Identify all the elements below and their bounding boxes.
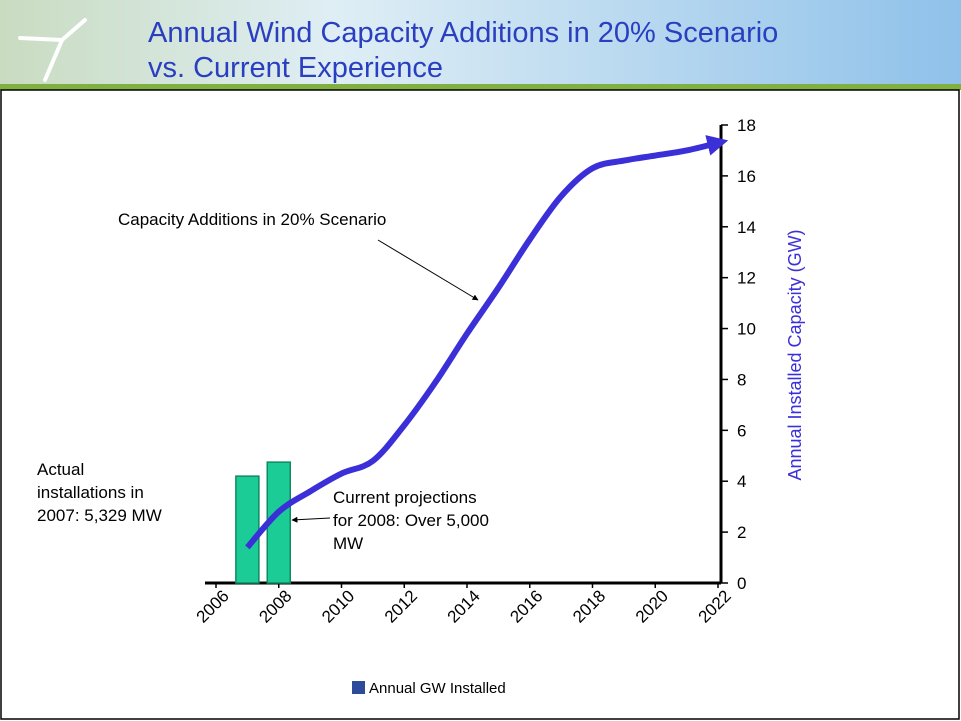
y-tick-label: 8 — [737, 370, 746, 389]
annotation-line: 2007: 5,329 MW — [37, 506, 162, 525]
y-tick-label: 4 — [737, 472, 746, 491]
y-tick-label: 0 — [737, 574, 746, 593]
y-tick-label: 16 — [737, 167, 756, 186]
annotation-line: MW — [333, 534, 363, 553]
slide-border — [1, 90, 959, 719]
legend-label: Annual GW Installed — [369, 680, 506, 697]
x-tick-label: 2018 — [569, 586, 609, 626]
annotation-arrow — [378, 240, 478, 300]
y-tick-label: 6 — [737, 421, 746, 440]
title-line: Annual Wind Capacity Additions in 20% Sc… — [148, 17, 778, 49]
y-tick-label: 2 — [737, 523, 746, 542]
x-tick-label: 2006 — [193, 586, 233, 626]
annotation: Actual installations in 2007: 5,329 MW — [37, 460, 162, 525]
x-tick-label: 2016 — [506, 586, 546, 626]
legend-swatch — [352, 681, 365, 694]
slide: Annual Wind Capacity Additions in 20% Sc… — [0, 0, 961, 721]
x-tick-label: 2022 — [695, 586, 735, 626]
annotation-line: Current projections — [333, 488, 477, 507]
x-tick-label: 2008 — [255, 586, 295, 626]
annotation-line: Capacity Additions in 20% Scenario — [118, 210, 386, 229]
annotation-line: installations in — [37, 483, 144, 502]
title-line: vs. Current Experience — [148, 52, 443, 84]
y-axis-label: Annual Installed Capacity (GW) — [785, 229, 805, 480]
annotation-line: for 2008: Over 5,000 — [333, 511, 489, 530]
y-tick-label: 18 — [737, 116, 756, 135]
y-tick-label: 12 — [737, 269, 756, 288]
line-series — [247, 143, 718, 548]
bar — [236, 476, 259, 583]
y-tick-label: 10 — [737, 320, 756, 339]
y-tick-label: 14 — [737, 218, 756, 237]
annotation-arrow — [292, 518, 330, 520]
x-tick-label: 2020 — [632, 586, 672, 626]
x-tick-label: 2014 — [444, 586, 484, 626]
annotation: Capacity Additions in 20% Scenario — [118, 210, 386, 229]
x-tick-label: 2012 — [381, 586, 421, 626]
x-tick-label: 2010 — [318, 586, 358, 626]
header-rule — [0, 84, 961, 90]
annotation: Current projections for 2008: Over 5,000 M… — [333, 488, 489, 553]
annotation-line: Actual — [37, 460, 84, 479]
